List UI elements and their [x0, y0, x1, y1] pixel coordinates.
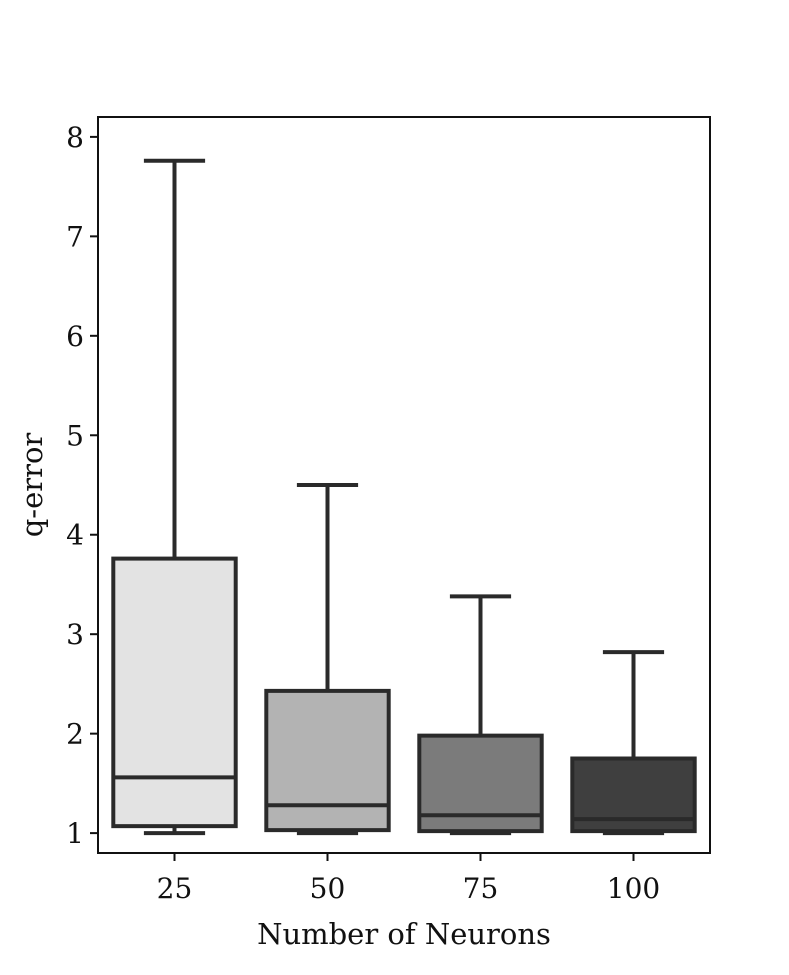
- box-rect-25: [111, 556, 238, 829]
- box-25: [111, 158, 238, 836]
- x-tick-label-100: 100: [607, 872, 660, 905]
- x-axis-ticks: 25 50 75 100: [157, 853, 660, 905]
- y-tick-label-1: 1: [66, 817, 84, 850]
- plot-frame: [97, 116, 711, 854]
- y-tick-label-5: 5: [66, 419, 84, 452]
- y-axis-label: q-error: [15, 433, 49, 538]
- box-75: [417, 594, 544, 836]
- x-axis-label: Number of Neurons: [257, 917, 551, 951]
- y-tick-label-6: 6: [66, 320, 84, 353]
- y-axis-ticks: 1 2 3 4 5 6 7 8: [66, 121, 98, 850]
- boxes-group: [111, 158, 697, 836]
- y-tick-label-8: 8: [66, 121, 84, 154]
- x-tick-label-75: 75: [463, 872, 499, 905]
- x-tick-label-25: 25: [157, 872, 193, 905]
- y-tick-label-2: 2: [66, 718, 84, 751]
- box-50: [264, 483, 391, 836]
- x-tick-label-50: 50: [310, 872, 346, 905]
- box-rect-50: [264, 688, 391, 833]
- y-tick-label-3: 3: [66, 618, 84, 651]
- y-tick-label-7: 7: [66, 220, 84, 253]
- y-tick-label-4: 4: [66, 519, 84, 552]
- box-100: [570, 650, 697, 836]
